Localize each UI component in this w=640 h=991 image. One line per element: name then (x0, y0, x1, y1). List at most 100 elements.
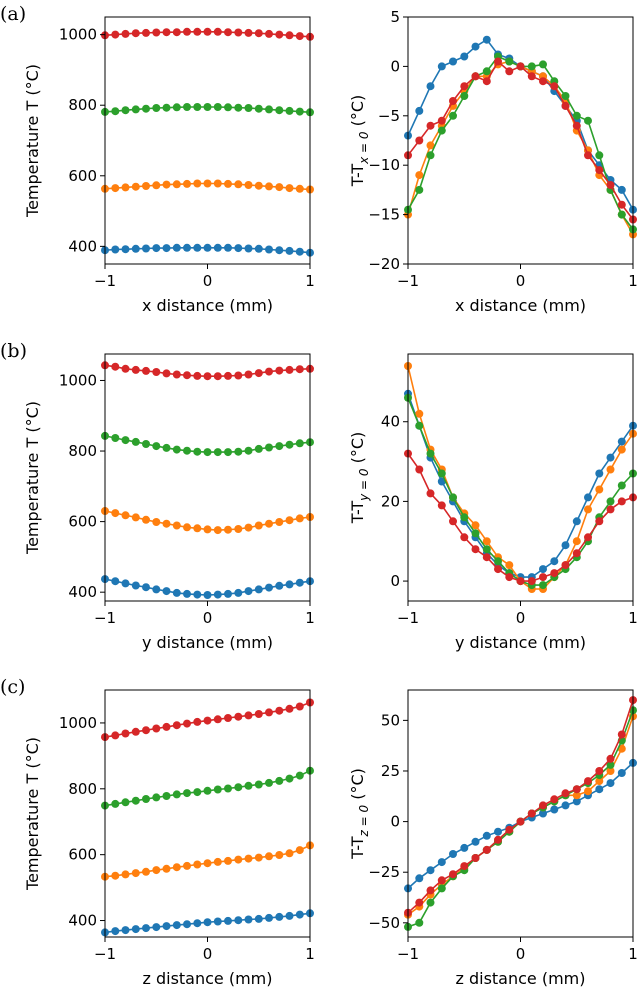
data-point (152, 244, 161, 253)
data-point (265, 852, 273, 861)
data-point (172, 180, 181, 189)
y-tick-label: 0 (390, 57, 400, 75)
data-point (172, 588, 181, 597)
data-point (265, 245, 273, 254)
y-tick-label: 20 (381, 492, 400, 510)
data-point (539, 581, 547, 590)
data-point (437, 858, 446, 867)
data-point (437, 876, 446, 885)
data-point (482, 545, 491, 554)
data-point (617, 730, 626, 739)
data-point (426, 121, 435, 130)
series-1 (101, 909, 314, 937)
data-point (617, 185, 626, 194)
data-point (460, 843, 469, 852)
data-point (595, 166, 604, 175)
plot-frame (104, 689, 311, 938)
data-point (121, 870, 130, 879)
data-point (595, 151, 604, 160)
data-point (595, 785, 604, 794)
data-point (142, 244, 150, 253)
data-point (617, 200, 626, 209)
data-point (437, 501, 446, 510)
data-point (482, 77, 491, 86)
data-point (471, 837, 480, 846)
data-point (244, 28, 253, 37)
data-point (193, 447, 202, 456)
series-2 (101, 179, 314, 194)
data-point (295, 910, 304, 919)
x-tick-label: −1 (94, 609, 116, 627)
data-point (162, 443, 171, 452)
series-1 (101, 575, 314, 599)
data-point (213, 179, 222, 188)
data-point (131, 513, 140, 522)
y-axis-label: Temperature T (°C) (23, 737, 42, 891)
data-point (285, 246, 294, 255)
data-point (142, 924, 150, 933)
data-point (561, 789, 570, 798)
data-point (606, 465, 615, 474)
data-point (275, 851, 284, 859)
data-point (254, 444, 263, 453)
data-point (111, 871, 120, 880)
data-point (584, 151, 592, 160)
data-point (234, 588, 243, 597)
y-label-unit: (°C) (348, 95, 367, 132)
data-point (295, 365, 304, 374)
data-point (265, 778, 273, 787)
data-point (111, 362, 120, 371)
data-point (539, 565, 547, 574)
y-tick-label: 0 (390, 572, 400, 590)
data-point (183, 789, 191, 798)
data-point (617, 210, 626, 219)
data-point (595, 777, 604, 786)
data-point (584, 533, 592, 542)
data-point (460, 513, 469, 522)
data-point (142, 28, 150, 37)
data-point (584, 505, 592, 514)
data-point (183, 861, 191, 870)
data-point (152, 104, 161, 112)
data-point (295, 578, 304, 587)
data-point (142, 104, 150, 113)
data-point (471, 521, 480, 530)
data-point (131, 182, 140, 191)
data-point (183, 27, 191, 36)
data-point (415, 409, 424, 418)
data-point (254, 780, 263, 789)
data-point (131, 581, 140, 590)
plot-frame (104, 16, 311, 265)
data-point (162, 369, 171, 378)
data-point (244, 104, 253, 112)
data-point (213, 857, 222, 866)
data-point (193, 103, 202, 111)
data-point (234, 180, 243, 189)
y-tick-label: −10 (368, 156, 400, 174)
y-label-main: T-T (348, 501, 367, 525)
data-point (111, 577, 120, 586)
y-tick-label: −25 (368, 863, 400, 881)
data-point (471, 545, 480, 554)
data-point (111, 434, 120, 442)
data-point (482, 67, 491, 76)
y-tick-label: 40 (381, 413, 400, 431)
data-point (606, 754, 615, 763)
data-point (152, 585, 161, 594)
data-point (527, 577, 536, 586)
data-point (152, 866, 161, 875)
x-tick-label: 0 (203, 945, 213, 963)
data-point (121, 364, 130, 373)
data-point (244, 244, 253, 253)
y-tick-label: 800 (68, 96, 97, 114)
data-point (275, 30, 284, 39)
data-point (203, 786, 212, 795)
data-point (224, 448, 232, 457)
data-point (426, 82, 435, 91)
data-point (183, 589, 191, 598)
data-point (111, 509, 120, 518)
data-point (460, 82, 469, 91)
data-point (275, 246, 284, 255)
data-point (254, 369, 263, 378)
